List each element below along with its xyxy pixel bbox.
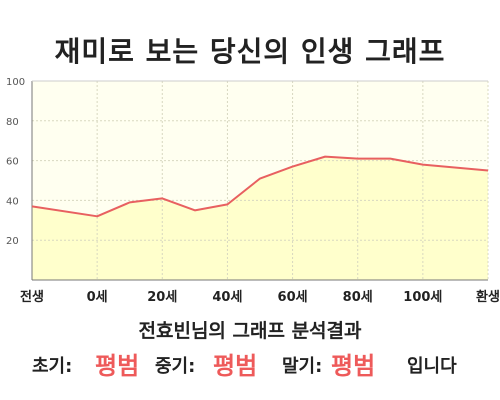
x-tick-label: 0세 — [87, 290, 108, 305]
area-fill — [32, 156, 488, 280]
y-tick-label: 80 — [6, 117, 19, 128]
x-tick-label: 80세 — [343, 290, 373, 305]
x-tick-label: 100세 — [403, 290, 442, 305]
y-tick-label: 60 — [6, 157, 19, 168]
y-tick-label: 100 — [6, 77, 25, 88]
x-tick-label: 전생 — [20, 289, 44, 305]
x-tick-label: 40세 — [212, 290, 242, 305]
page-title: 재미로 보는 당신의 인생 그래프 — [54, 35, 446, 68]
mid-value: 평범 — [213, 352, 258, 380]
x-tick-label: 60세 — [278, 290, 308, 305]
x-tick-label: 환생 — [476, 289, 500, 305]
y-tick-label: 40 — [6, 196, 19, 207]
mid-label: 중기: — [155, 356, 196, 377]
y-tick-label: 20 — [6, 236, 19, 247]
series-line — [31, 155, 489, 218]
result-suffix: 입니다 — [407, 356, 457, 377]
early-value: 평범 — [95, 352, 140, 380]
late-value: 평범 — [331, 352, 376, 380]
late-label: 말기: — [282, 356, 323, 377]
early-label: 초기: — [32, 356, 73, 377]
analysis-subtitle: 전효빈님의 그래프 분석결과 — [138, 320, 362, 342]
analysis-result: 초기: 평범 중기: 평범 말기: 평범 입니다 — [0, 344, 500, 380]
x-tick-label: 20세 — [147, 290, 177, 305]
